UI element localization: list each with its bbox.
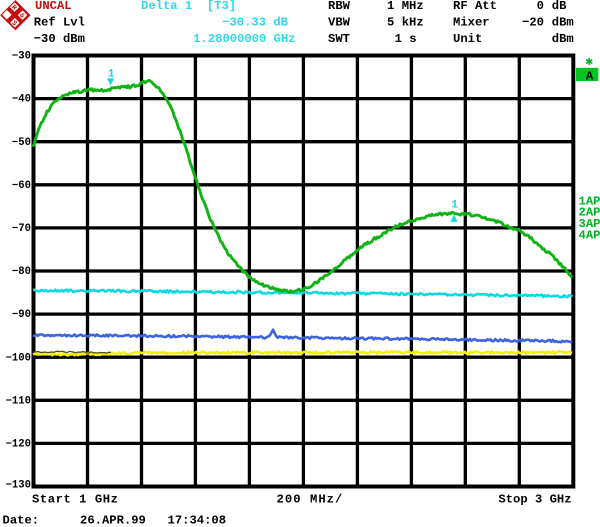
svg-text:−40: −40: [12, 94, 31, 106]
svg-text:Ref Lvl: Ref Lvl: [34, 15, 85, 29]
svg-text:1: 1: [108, 69, 115, 81]
svg-text:&: &: [17, 12, 26, 21]
svg-text:4AP: 4AP: [579, 229, 600, 243]
svg-text:−20: −20: [522, 15, 544, 29]
svg-text:1: 1: [451, 200, 458, 212]
svg-text:3AP: 3AP: [579, 217, 600, 231]
svg-text:1: 1: [395, 32, 402, 46]
svg-text:RF Att: RF Att: [453, 0, 497, 13]
svg-text:kHz: kHz: [402, 15, 424, 29]
svg-text:−100: −100: [6, 352, 31, 364]
svg-text:17:34:08: 17:34:08: [168, 513, 227, 527]
svg-text:−30: −30: [12, 51, 31, 63]
svg-text:−50: −50: [12, 137, 31, 149]
svg-text:1: 1: [387, 0, 394, 13]
svg-text:−90: −90: [12, 309, 31, 321]
svg-text:SWT: SWT: [328, 32, 350, 46]
svg-text:Stop 3 GHz: Stop 3 GHz: [498, 492, 571, 506]
svg-text:dBm: dBm: [552, 32, 574, 46]
svg-text:−80: −80: [12, 266, 31, 278]
svg-text:0: 0: [537, 0, 544, 13]
svg-text:S: S: [10, 19, 19, 28]
svg-text:Unit: Unit: [453, 32, 482, 46]
svg-text:UNCAL: UNCAL: [35, 0, 72, 13]
svg-text:2AP: 2AP: [579, 206, 600, 220]
svg-text:MHz: MHz: [402, 0, 424, 13]
svg-text:26.APR.99: 26.APR.99: [80, 513, 146, 527]
svg-text:−30.33 dB: −30.33 dB: [222, 15, 289, 29]
svg-text:A: A: [586, 69, 594, 83]
svg-text:dB: dB: [552, 0, 567, 13]
svg-text:dBm: dBm: [552, 15, 574, 29]
svg-text:Start 1 GHz: Start 1 GHz: [32, 492, 119, 506]
svg-text:Mixer: Mixer: [453, 15, 490, 29]
svg-text:−60: −60: [12, 180, 31, 192]
svg-text:VBW: VBW: [328, 15, 351, 29]
svg-text:−70: −70: [12, 223, 31, 235]
svg-text:s: s: [409, 32, 416, 46]
svg-text:−30 dBm: −30 dBm: [34, 32, 85, 46]
svg-text:200 MHz/: 200 MHz/: [277, 492, 344, 506]
svg-text:−110: −110: [6, 395, 31, 407]
svg-text:RBW: RBW: [328, 0, 351, 13]
svg-text:1.28000000 GHz: 1.28000000 GHz: [193, 32, 295, 46]
svg-text:Date:: Date:: [3, 513, 40, 527]
svg-text:1AP: 1AP: [579, 194, 600, 208]
svg-text:−120: −120: [6, 439, 31, 451]
svg-text:5: 5: [387, 15, 394, 29]
svg-text:R: R: [9, 4, 18, 13]
svg-text:Delta 1 [T3]: Delta 1 [T3]: [141, 0, 236, 13]
svg-text:−130: −130: [6, 479, 31, 491]
